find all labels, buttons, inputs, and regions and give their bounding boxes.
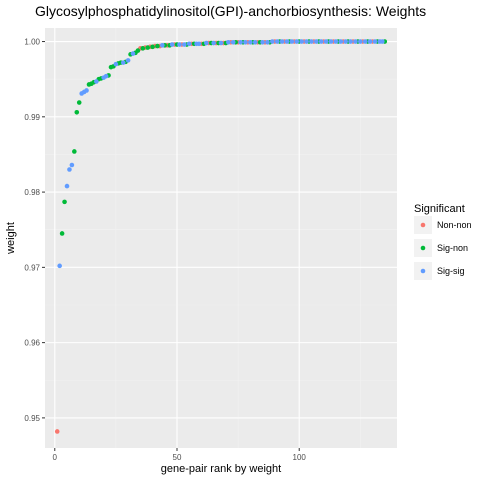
data-point	[243, 40, 248, 45]
data-point	[238, 40, 243, 45]
y-axis-ticks: 0.95 0.96 0.97 0.98 0.99 1.00	[24, 38, 45, 423]
data-point	[130, 51, 136, 56]
data-point	[252, 40, 258, 45]
data-point	[367, 39, 373, 44]
data-point	[265, 40, 270, 45]
legend-key-dot	[420, 268, 426, 274]
data-point	[226, 40, 231, 45]
data-point	[380, 39, 385, 44]
data-point	[182, 42, 187, 47]
y-tick-label: 0.97	[24, 263, 40, 272]
legend-entry-label: Sig-sig	[437, 266, 465, 276]
data-point	[145, 45, 150, 50]
data-point	[125, 58, 131, 63]
data-point	[289, 39, 295, 44]
y-tick-label: 0.98	[24, 188, 40, 197]
data-point	[248, 40, 253, 45]
data-point	[204, 40, 209, 46]
data-points	[54, 39, 388, 434]
data-point	[284, 39, 290, 44]
data-point	[338, 39, 344, 44]
data-point	[294, 39, 300, 44]
data-point	[155, 43, 160, 49]
data-point	[309, 39, 314, 44]
legend-entries: Non-non Sig-non Sig-sig	[414, 216, 472, 280]
data-point	[323, 39, 329, 44]
data-point	[160, 43, 165, 48]
data-point	[72, 149, 77, 154]
y-tick-label: 1.00	[24, 38, 40, 47]
data-point	[211, 40, 216, 46]
data-point	[372, 39, 378, 44]
data-point	[328, 39, 334, 44]
data-point	[362, 39, 368, 44]
data-point	[318, 39, 324, 44]
chart-title: Glycosylphosphatidylinositol(GPI)-anchor…	[35, 3, 426, 19]
data-point	[314, 39, 319, 44]
data-point	[59, 231, 65, 236]
data-point	[150, 44, 155, 50]
data-point	[64, 183, 70, 189]
data-point	[135, 48, 141, 53]
data-point	[169, 42, 175, 47]
data-point	[140, 46, 146, 51]
data-point	[218, 40, 224, 46]
grid-minor	[45, 28, 397, 448]
x-axis-ticks: 0 50 100	[53, 448, 307, 462]
data-point	[74, 110, 80, 115]
data-point	[84, 88, 89, 93]
legend-key-dot	[420, 245, 426, 251]
legend-title: Significant	[414, 203, 465, 215]
x-tick-label: 0	[53, 453, 58, 462]
x-tick-label: 50	[173, 453, 182, 462]
legend: Significant Non-non Sig-non Sig-sig	[414, 203, 472, 280]
x-tick-label: 100	[293, 453, 307, 462]
y-axis-title: weight	[5, 222, 17, 255]
data-point	[76, 100, 82, 105]
data-point	[103, 73, 109, 79]
data-point	[69, 162, 75, 168]
data-point	[67, 167, 72, 172]
legend-key-dot	[420, 222, 426, 228]
data-point	[270, 39, 275, 44]
data-point	[62, 199, 67, 205]
plot-panel	[45, 28, 397, 448]
data-point	[177, 42, 182, 47]
data-point	[113, 61, 119, 67]
data-point	[348, 39, 353, 44]
y-tick-label: 0.96	[24, 339, 40, 348]
y-tick-label: 0.99	[24, 113, 40, 122]
data-point	[186, 41, 192, 47]
legend-entry-label: Sig-non	[437, 243, 468, 253]
data-point	[333, 39, 339, 44]
data-point	[299, 39, 304, 44]
x-axis-title: gene-pair rank by weight	[161, 463, 281, 475]
data-point	[120, 60, 126, 65]
data-point	[358, 39, 363, 44]
data-point	[353, 39, 358, 44]
data-point	[274, 39, 280, 44]
data-point	[57, 263, 62, 269]
data-point	[304, 39, 309, 44]
y-tick-label: 0.95	[24, 414, 40, 423]
data-point	[94, 79, 99, 84]
data-point	[54, 429, 60, 434]
legend-entry-label: Non-non	[437, 220, 472, 230]
data-point	[343, 39, 348, 44]
data-point	[230, 40, 236, 45]
data-point	[260, 40, 265, 45]
data-point	[196, 41, 202, 47]
data-point	[279, 39, 285, 44]
